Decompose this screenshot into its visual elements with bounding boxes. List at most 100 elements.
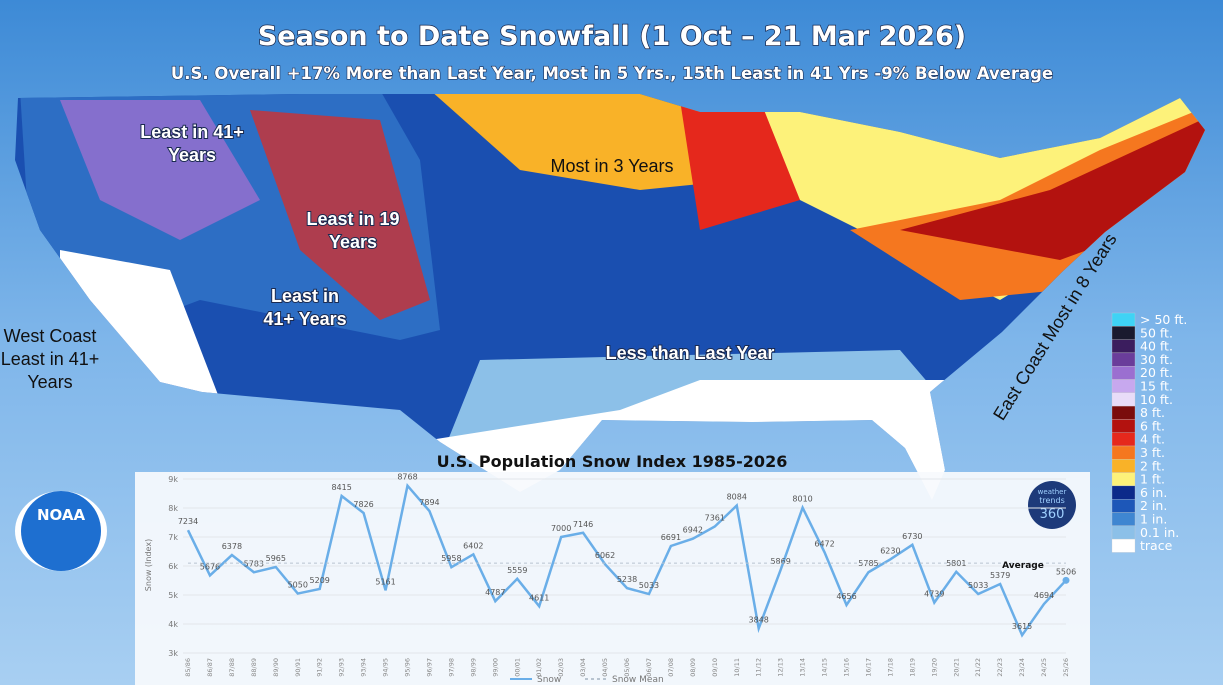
legend-swatch [1111,339,1136,354]
legend-label: 4 ft. [1140,432,1165,447]
value-label: 7146 [573,520,593,529]
value-label: 6730 [902,532,922,541]
legend-label: 0.1 in. [1140,525,1179,540]
value-label: 6691 [661,533,681,542]
map-annotation: Years [329,232,377,252]
value-label: 6942 [683,526,703,535]
value-label: 4787 [485,588,505,597]
x-tick-label: 04/05 [601,658,609,677]
end-point [1062,576,1070,584]
legend-swatch [1111,392,1136,407]
value-label: 5958 [441,554,461,563]
value-label: 7000 [551,524,571,533]
legend-label: Snow Mean [612,675,664,685]
x-tick-label: 06/07 [645,658,653,677]
x-tick-label: 03/04 [579,658,587,677]
x-tick-label: 92/93 [338,658,346,677]
value-label: 6230 [880,546,900,555]
value-label: 6378 [222,542,242,551]
x-tick-label: 19/20 [930,658,938,677]
chart-annotation: Average [1002,561,1044,571]
value-label: 4656 [836,592,856,601]
value-label: 3848 [749,615,769,624]
legend-swatch [1111,512,1136,526]
x-tick-label: 01/02 [535,658,543,677]
data-line [186,483,1067,638]
x-tick-label: 08/09 [689,658,697,677]
x-tick-label: 93/94 [360,658,368,677]
legend-label: 1 ft. [1140,472,1165,487]
value-label: 4694 [1034,591,1054,600]
x-tick-label: 96/97 [425,658,433,677]
value-label: 7361 [705,514,725,523]
value-label: 6402 [463,541,483,550]
value-label: 5785 [858,559,878,568]
legend-label: > 50 ft. [1140,312,1187,327]
value-label: 5161 [375,577,395,586]
noaa-logo-disc [21,491,101,571]
value-label: 7826 [353,500,373,509]
legend-swatch [1111,326,1136,340]
x-tick-label: 88/89 [250,658,258,677]
value-label: 8084 [727,493,747,502]
noaa-text: NOAA [37,506,86,524]
legend-swatch [1111,538,1136,553]
legend-label: 50 ft. [1140,325,1173,340]
y-tick-label: 5k [168,591,178,600]
value-label: 5559 [507,566,527,575]
legend-label: 3 ft. [1140,445,1165,460]
legend-label: 20 ft. [1140,365,1173,380]
wt-text: trends [1039,496,1065,505]
legend-label: 15 ft. [1140,379,1173,394]
value-label: 4739 [924,590,944,599]
value-label: 5379 [990,571,1010,580]
map-annotation: Least in 41+ [1,349,100,369]
legend-swatch [1111,472,1136,487]
x-tick-label: 99/00 [491,658,499,677]
map-annotation: 41+ Years [263,309,346,329]
value-label: 5238 [617,575,637,584]
x-tick-label: 11/12 [755,658,763,677]
legend-swatch [1111,379,1136,393]
x-tick-label: 22/23 [996,658,1004,677]
x-tick-label: 12/13 [777,658,785,677]
value-label: 5506 [1056,567,1076,576]
x-tick-label: 98/99 [469,658,477,677]
map-annotation: West Coast [4,326,97,346]
x-tick-label: 10/11 [733,658,741,677]
x-tick-label: 02/03 [557,658,565,677]
value-label: 5033 [639,581,659,590]
x-tick-label: 13/14 [799,658,807,677]
legend-swatch [1111,366,1136,380]
legend-swatch [1111,432,1136,447]
map-annotation: Least in [271,286,339,306]
map-annotation: Years [27,372,72,392]
value-label: 5209 [310,576,330,585]
value-label: 5033 [968,581,988,590]
wt-logo [1028,481,1076,529]
value-label: 6062 [595,551,615,560]
value-label: 5676 [200,562,220,571]
map-annotation: Least in 19 [306,209,399,229]
x-tick-label: 15/16 [843,658,851,677]
y-tick-label: 8k [168,504,178,513]
value-label: 4611 [529,593,549,602]
legend-swatch [1111,312,1136,327]
legend-swatch [1111,419,1136,433]
y-tick-label: 9k [168,475,178,484]
x-tick-label: 16/17 [864,658,872,677]
legend-label: 6 in. [1140,485,1167,500]
wt-text: 360 [1040,507,1065,522]
legend-label: 30 ft. [1140,352,1173,367]
value-label: 7234 [178,517,198,526]
x-tick-label: 87/88 [228,658,236,677]
subtitle: U.S. Overall +17% More than Last Year, M… [171,64,1053,83]
x-tick-label: 20/21 [952,658,960,677]
value-label: 5869 [770,557,790,566]
legend-label: trace [1140,538,1173,553]
value-label: 7894 [419,498,439,507]
x-tick-label: 25/26 [1062,658,1070,677]
x-tick-label: 14/15 [821,658,829,677]
legend-swatch [1111,485,1136,500]
